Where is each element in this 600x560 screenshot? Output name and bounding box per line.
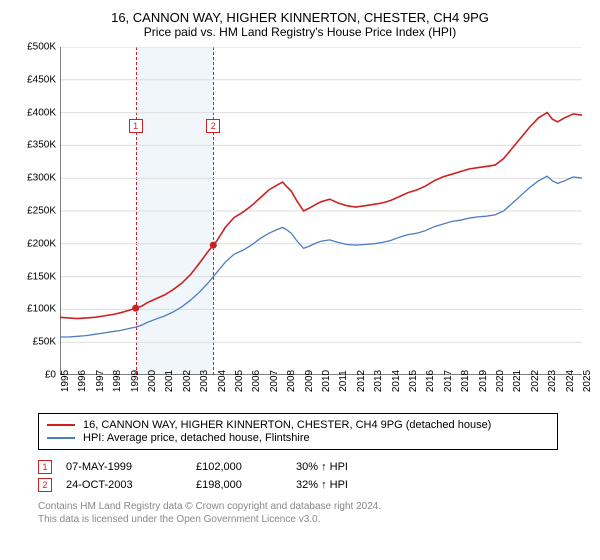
- sale-date: 24-OCT-2003: [66, 479, 196, 491]
- y-tick-label: £0: [16, 370, 56, 381]
- sale-date: 07-MAY-1999: [66, 461, 196, 473]
- y-tick-label: £500K: [16, 42, 56, 53]
- sale-price: £198,000: [196, 479, 296, 491]
- legend-swatch: [47, 437, 75, 439]
- sale-price: £102,000: [196, 461, 296, 473]
- sales-list: 1 07-MAY-1999£102,00030% ↑ HPI 2 24-OCT-200…: [38, 460, 584, 492]
- chart-svg: [60, 47, 582, 375]
- chart-zone: £0 £50K £100K £150K £200K £250K £300K £350K £400…: [16, 47, 582, 403]
- footnote-line2: This data is licensed under the Open Gov…: [38, 514, 320, 525]
- chart-title: 16, CANNON WAY, HIGHER KINNERTON, CHESTE…: [16, 10, 584, 25]
- y-tick-label: £100K: [16, 304, 56, 315]
- chart-subtitle: Price paid vs. HM Land Registry's House …: [16, 25, 584, 39]
- chart-container: 16, CANNON WAY, HIGHER KINNERTON, CHESTE…: [0, 0, 600, 560]
- sale-hpi: 32% ↑ HPI: [296, 479, 396, 491]
- footnote-line1: Contains HM Land Registry data © Crown c…: [38, 501, 381, 512]
- footnote: Contains HM Land Registry data © Crown c…: [38, 500, 584, 526]
- legend-label: 16, CANNON WAY, HIGHER KINNERTON, CHESTE…: [83, 419, 491, 431]
- legend-box: 16, CANNON WAY, HIGHER KINNERTON, CHESTE…: [38, 413, 558, 450]
- y-tick-label: £50K: [16, 337, 56, 348]
- y-tick-label: £450K: [16, 74, 56, 85]
- y-tick-label: £200K: [16, 238, 56, 249]
- legend-row: 16, CANNON WAY, HIGHER KINNERTON, CHESTE…: [47, 419, 549, 431]
- legend-row: HPI: Average price, detached house, Flin…: [47, 432, 549, 444]
- sale-row-marker: 2: [38, 478, 52, 492]
- legend-swatch: [47, 424, 75, 426]
- y-tick-label: £150K: [16, 271, 56, 282]
- y-tick-label: £300K: [16, 173, 56, 184]
- chart-marker-1: 1: [129, 119, 143, 133]
- sale-row: 2 24-OCT-2003£198,00032% ↑ HPI: [38, 478, 584, 492]
- legend-label: HPI: Average price, detached house, Flin…: [83, 432, 310, 444]
- sale-hpi: 30% ↑ HPI: [296, 461, 396, 473]
- y-tick-label: £250K: [16, 206, 56, 217]
- plot-area: 12: [60, 47, 582, 375]
- sale-row: 1 07-MAY-1999£102,00030% ↑ HPI: [38, 460, 584, 474]
- y-tick-label: £350K: [16, 140, 56, 151]
- sale-row-marker: 1: [38, 460, 52, 474]
- y-tick-label: £400K: [16, 107, 56, 118]
- chart-marker-2: 2: [206, 119, 220, 133]
